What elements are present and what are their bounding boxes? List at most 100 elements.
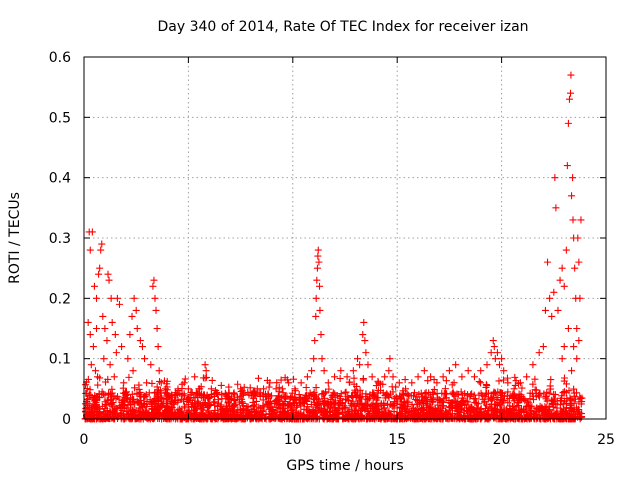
- data-point: [149, 282, 157, 290]
- y-tick-label: 0.1: [49, 352, 71, 368]
- noise-point: [121, 390, 129, 398]
- noise-point: [113, 405, 121, 413]
- noise-point: [283, 392, 291, 400]
- noise-point: [550, 390, 558, 398]
- noise-point: [413, 400, 421, 408]
- data-point: [105, 276, 113, 284]
- noise-point: [448, 381, 456, 389]
- data-point: [493, 349, 501, 357]
- data-point: [529, 361, 537, 369]
- noise-point: [289, 399, 297, 407]
- noise-point: [575, 398, 583, 406]
- noise-point: [168, 398, 176, 406]
- noise-point: [158, 401, 166, 409]
- noise-point: [344, 397, 352, 405]
- data-point: [113, 294, 121, 302]
- noise-point: [347, 401, 355, 409]
- noise-point: [562, 380, 570, 388]
- data-point: [568, 192, 576, 200]
- noise-point: [509, 414, 517, 422]
- data-point: [386, 355, 394, 363]
- noise-point: [477, 389, 485, 397]
- noise-point: [292, 408, 300, 416]
- noise-point: [463, 408, 471, 416]
- noise-point: [189, 403, 197, 411]
- y-tick-label: 0: [62, 412, 71, 428]
- noise-point: [388, 402, 396, 410]
- data-point: [491, 355, 499, 363]
- noise-point: [217, 401, 225, 409]
- grid-lines: [84, 57, 606, 419]
- noise-point: [151, 404, 159, 412]
- noise-point: [217, 381, 225, 389]
- noise-point: [106, 408, 114, 416]
- data-point: [136, 337, 144, 345]
- noise-point: [279, 389, 287, 397]
- noise-point: [91, 392, 99, 400]
- data-point: [562, 246, 570, 254]
- data-point: [118, 343, 126, 351]
- x-tick-label: 10: [284, 432, 302, 448]
- data-point: [129, 367, 137, 375]
- data-point: [490, 343, 498, 351]
- noise-point: [223, 407, 231, 415]
- data-point: [554, 306, 562, 314]
- noise-point: [303, 411, 311, 419]
- data-point: [573, 325, 581, 332]
- noise-point: [310, 388, 318, 396]
- noise-point: [544, 407, 552, 415]
- noise-point: [415, 397, 423, 405]
- noise-point: [131, 384, 139, 392]
- noise-point: [251, 408, 259, 416]
- noise-point: [314, 400, 322, 408]
- noise-point: [558, 409, 566, 417]
- data-point: [245, 391, 253, 399]
- data-point: [150, 276, 158, 284]
- noise-point: [436, 399, 444, 407]
- data-point: [427, 373, 435, 381]
- noise-point: [118, 410, 126, 418]
- noise-point: [225, 395, 233, 403]
- data-point: [95, 270, 103, 278]
- noise-point: [349, 402, 357, 410]
- noise-point: [417, 389, 425, 397]
- noise-point: [83, 403, 91, 411]
- noise-point: [483, 382, 491, 390]
- data-point: [414, 373, 422, 381]
- noise-point: [568, 406, 576, 414]
- data-point: [101, 325, 109, 332]
- noise-point: [454, 397, 462, 405]
- noise-point: [364, 401, 372, 409]
- noise-point: [399, 391, 407, 399]
- data-point: [124, 355, 132, 363]
- noise-point: [250, 405, 258, 413]
- noise-point: [450, 397, 458, 405]
- noise-point: [327, 403, 335, 411]
- data-point: [311, 337, 319, 345]
- noise-point: [120, 397, 128, 405]
- noise-point: [504, 408, 512, 416]
- noise-point: [337, 398, 345, 406]
- noise-point: [393, 404, 401, 412]
- noise-point: [133, 389, 141, 397]
- noise-point: [377, 387, 385, 395]
- noise-point: [89, 408, 97, 416]
- data-point: [316, 282, 324, 290]
- data-point: [132, 306, 140, 314]
- noise-point: [302, 406, 310, 414]
- noise-point: [405, 392, 413, 400]
- data-point: [313, 276, 321, 284]
- noise-point: [458, 394, 466, 402]
- data-point: [111, 331, 119, 339]
- noise-point: [154, 397, 162, 405]
- data-point: [174, 385, 182, 393]
- noise-point: [81, 400, 89, 408]
- noise-point: [447, 402, 455, 410]
- data-point: [324, 379, 332, 387]
- noise-point: [368, 401, 376, 409]
- noise-point: [524, 398, 532, 406]
- noise-point: [446, 404, 454, 412]
- noise-point: [359, 404, 367, 412]
- noise-point: [543, 397, 551, 405]
- data-point: [544, 258, 552, 266]
